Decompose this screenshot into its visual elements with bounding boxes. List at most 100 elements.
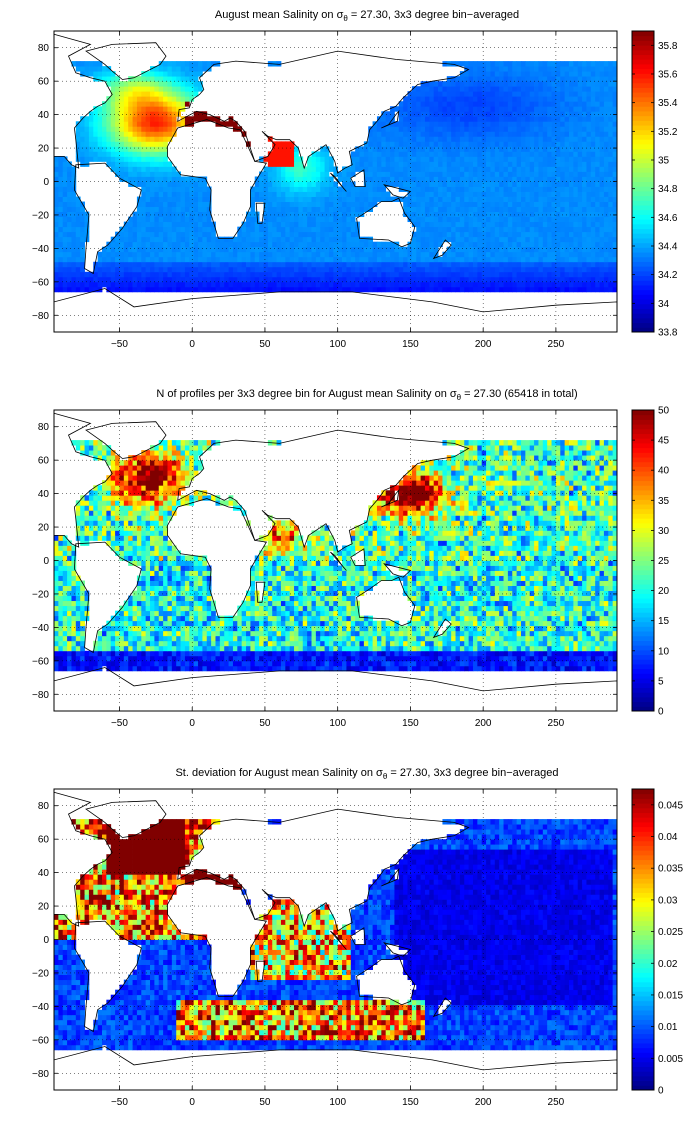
heatmap-cell [54, 181, 59, 187]
heatmap-cell [534, 266, 539, 273]
heatmap-cell [512, 151, 518, 157]
heatmap-cell [529, 216, 535, 223]
heatmap-cell [363, 256, 369, 263]
heatmap-cell [219, 121, 225, 127]
heatmap-cell [381, 111, 387, 117]
heatmap-cell [119, 126, 125, 132]
heatmap-cell [516, 121, 522, 127]
heatmap-cell [193, 216, 199, 223]
heatmap-cell [455, 176, 461, 182]
heatmap-cell [577, 660, 583, 667]
heatmap-cell [206, 206, 212, 212]
heatmap-cell [102, 106, 107, 112]
heatmap-cell [123, 266, 129, 273]
heatmap-cell [337, 251, 343, 258]
heatmap-cell [390, 176, 395, 182]
heatmap-cell [595, 665, 600, 672]
heatmap-cell [534, 141, 539, 147]
colorbar-tick-label: 34.8 [658, 184, 678, 195]
heatmap-cell [97, 131, 103, 137]
heatmap-cell [62, 171, 68, 177]
heatmap-cell [573, 131, 579, 137]
heatmap-cell [167, 66, 173, 72]
heatmap-cell [442, 91, 448, 97]
heatmap-cell [516, 191, 522, 197]
heatmap-cell [407, 166, 413, 172]
heatmap-cell [385, 281, 391, 288]
heatmap-cell [446, 256, 452, 263]
heatmap-cell [62, 216, 68, 223]
heatmap-cell [612, 201, 618, 207]
heatmap-cell [520, 141, 526, 147]
heatmap-cell [80, 71, 85, 77]
heatmap-cell [516, 221, 522, 228]
heatmap-cell [198, 276, 203, 283]
heatmap-cell [433, 236, 439, 243]
heatmap-cell [608, 116, 614, 122]
heatmap-cell [154, 206, 160, 212]
heatmap-cell [219, 256, 225, 263]
heatmap-cell [595, 171, 600, 177]
heatmap-cell [411, 101, 417, 107]
heatmap-cell [145, 91, 151, 97]
heatmap-cell [115, 261, 120, 268]
heatmap-cell [455, 116, 461, 122]
heatmap-cell [551, 176, 557, 182]
heatmap-cell [468, 281, 474, 288]
heatmap-cell [171, 116, 177, 122]
heatmap-cell [285, 186, 291, 192]
heatmap-cell [486, 241, 491, 248]
heatmap-cell [529, 146, 535, 152]
heatmap-cell [302, 660, 308, 667]
heatmap-cell [58, 660, 64, 667]
heatmap-cell [307, 261, 312, 268]
heatmap-cell [97, 261, 103, 268]
heatmap-cell [520, 211, 526, 218]
heatmap-cell [189, 71, 195, 77]
heatmap-cell [542, 81, 548, 87]
heatmap-cell [359, 266, 365, 273]
heatmap-cell [189, 286, 195, 293]
heatmap-cell [259, 236, 264, 243]
heatmap-cell [263, 236, 269, 243]
heatmap-cell [507, 281, 513, 288]
heatmap-cell [150, 91, 155, 97]
heatmap-cell [250, 281, 256, 288]
heatmap-cell [346, 176, 352, 182]
heatmap-cell [564, 211, 570, 218]
heatmap-cell [337, 191, 343, 197]
heatmap-cell [538, 71, 544, 77]
heatmap-cell [603, 146, 609, 152]
heatmap-cell [494, 236, 500, 243]
heatmap-cell [206, 241, 212, 248]
heatmap-cell [582, 131, 587, 137]
heatmap-cell [481, 211, 487, 218]
heatmap-cell [573, 121, 579, 127]
heatmap-cell [411, 106, 417, 112]
heatmap-cell [429, 91, 435, 97]
heatmap-cell [512, 61, 518, 67]
heatmap-cell [285, 271, 291, 278]
heatmap-cell [263, 660, 269, 667]
heatmap-cell [311, 151, 317, 157]
heatmap-cell [516, 166, 522, 172]
heatmap-cell [202, 286, 208, 293]
heatmap-cell [141, 71, 147, 77]
heatmap-cell [342, 251, 347, 258]
heatmap-cell [468, 181, 474, 187]
heatmap-cell [534, 196, 539, 202]
heatmap-cell [438, 206, 443, 212]
heatmap-cell [119, 146, 125, 152]
heatmap-cell [538, 271, 544, 278]
heatmap-cell [189, 181, 195, 187]
heatmap-cell [237, 241, 243, 248]
heatmap-cell [276, 276, 282, 283]
heatmap-cell [560, 151, 566, 157]
heatmap-cell [342, 655, 347, 662]
heatmap-cell [390, 166, 395, 172]
heatmap-cell [525, 66, 531, 72]
heatmap-cell [595, 201, 600, 207]
heatmap-cell [350, 181, 356, 187]
heatmap-cell [520, 196, 526, 202]
heatmap-cell [342, 216, 347, 223]
